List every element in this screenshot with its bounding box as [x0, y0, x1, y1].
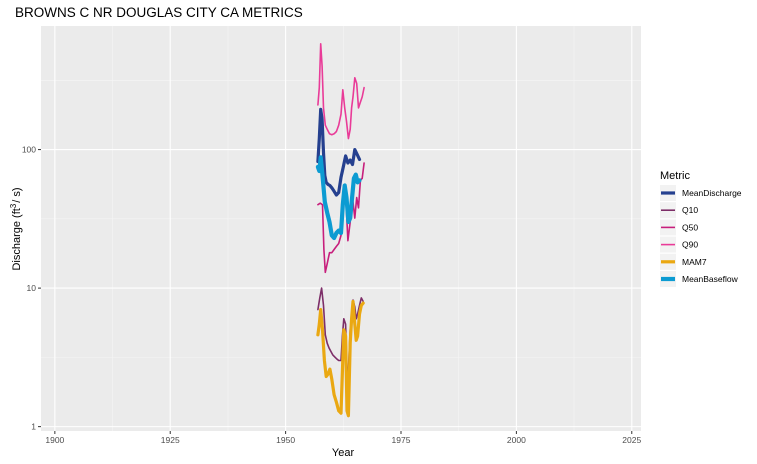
legend-title: Metric — [660, 170, 690, 182]
x-tick-label: 1925 — [161, 435, 180, 445]
series-line-MeanDischarge — [316, 107, 362, 197]
series-layer — [315, 42, 365, 418]
x-axis-label: Year — [332, 447, 355, 459]
series-line-MAM7 — [316, 299, 365, 418]
x-tick-label: 1900 — [45, 435, 64, 445]
y-axis-label-sup: 3 — [9, 203, 18, 208]
legend-label-MAM7: MAM7 — [682, 257, 707, 267]
y-tick-label: 10 — [27, 283, 37, 293]
y-axis-label: Discharge (ft3/ s) — [9, 187, 23, 270]
legend-label-MeanDischarge: MeanDischarge — [682, 188, 742, 198]
series-line-MeanBaseflow — [315, 155, 362, 241]
chart-title: BROWNS C NR DOUGLAS CITY CA METRICS — [15, 5, 303, 20]
grid-major — [41, 26, 641, 431]
y-axis: 1 10 100 — [22, 145, 41, 432]
legend: Metric MeanDischarge Q10 Q50 Q90 MAM7 MeanBas… — [660, 170, 742, 287]
x-tick-label: 2025 — [622, 435, 641, 445]
x-tick-label: 1975 — [392, 435, 411, 445]
series-line-Q90 — [317, 42, 365, 140]
legend-label-Q10: Q10 — [682, 205, 698, 215]
legend-label-Q50: Q50 — [682, 222, 698, 232]
x-tick-label: 1950 — [276, 435, 295, 445]
x-axis: 1900 1925 1950 1975 2000 2025 — [45, 431, 641, 445]
legend-label-MeanBaseflow: MeanBaseflow — [682, 274, 739, 284]
y-axis-label-main: Discharge (ft — [11, 208, 23, 270]
y-tick-label: 1 — [31, 422, 36, 432]
y-tick-label: 100 — [22, 145, 36, 155]
y-axis-label-rest: / s) — [11, 187, 23, 202]
legend-label-Q90: Q90 — [682, 240, 698, 250]
x-tick-label: 2000 — [507, 435, 526, 445]
